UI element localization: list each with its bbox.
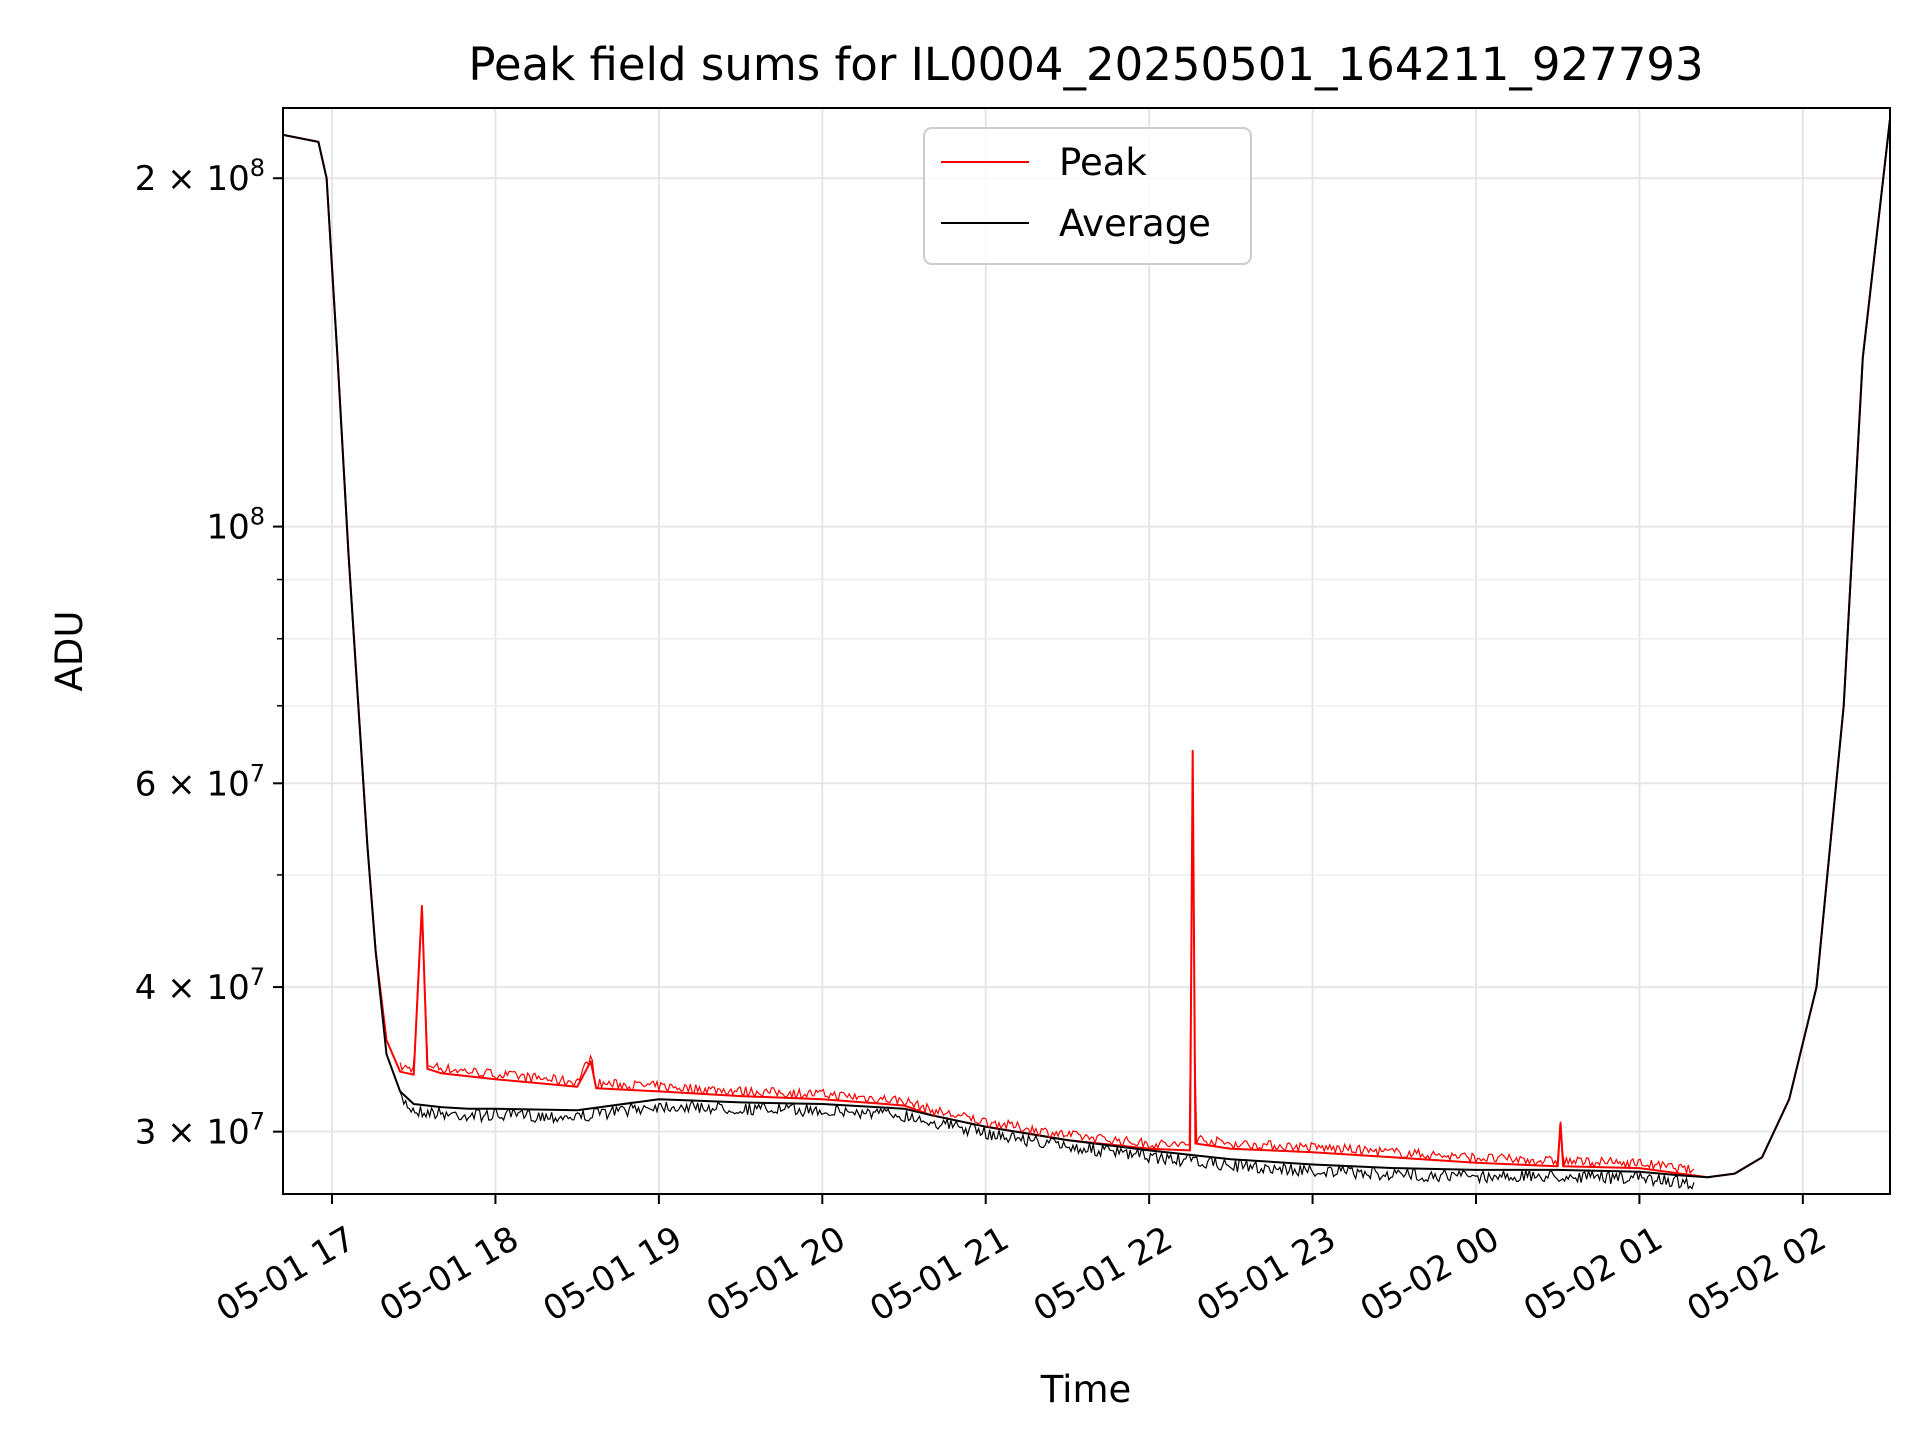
chart-title: Peak field sums for IL0004_20250501_1642…: [468, 38, 1703, 91]
y-tick-label: 6 × 107: [135, 759, 265, 804]
plot-frame: [282, 107, 1891, 1195]
series-lines: [283, 118, 1890, 1179]
y-tick-label: 108: [206, 503, 265, 548]
average-noise-texture: [399, 1091, 1695, 1190]
y-tick-label: 3 × 107: [135, 1108, 265, 1153]
series-line-average: [283, 118, 1890, 1179]
legend-label-peak: Peak: [1059, 141, 1147, 184]
legend: Peak Average: [923, 127, 1252, 265]
y-tick-label: 4 × 107: [135, 963, 265, 1008]
y-axis-label: ADU: [48, 611, 91, 692]
legend-label-average: Average: [1059, 202, 1211, 245]
y-tick-label: 2 × 108: [135, 154, 265, 199]
peak-noise-texture: [399, 787, 1695, 1176]
series-noise: [399, 787, 1695, 1190]
x-axis-label: Time: [1040, 1368, 1132, 1411]
